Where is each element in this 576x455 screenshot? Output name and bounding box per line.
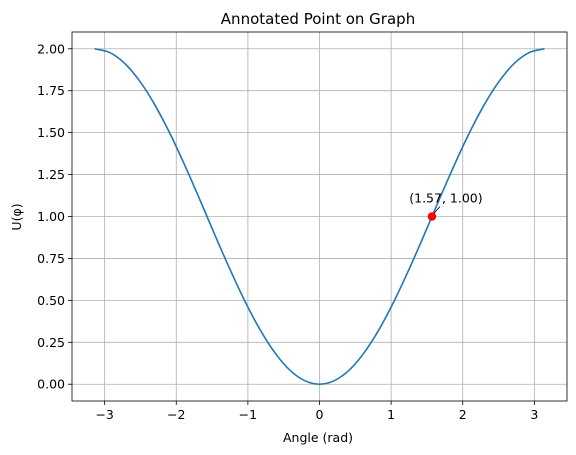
x-tick-label: −2 [167,407,185,422]
highlighted-point [427,212,437,221]
annotation-arrow [433,206,441,214]
y-tick-label: 0.25 [37,335,65,350]
y-tick-label: 1.50 [37,125,65,140]
x-tick-label: 3 [530,407,538,422]
grid-layer [72,32,567,401]
x-axis-label: Angle (rad) [283,430,353,445]
y-tick-label: 1.25 [37,167,65,182]
series-layer [94,47,545,386]
y-axis-label: U(φ) [9,203,24,230]
annotation-layer: (1.57, 1.00) [409,191,483,221]
x-tick-label: 1 [387,407,395,422]
chart-title: Annotated Point on Graph [221,10,415,28]
y-tick-label: 1.75 [37,83,65,98]
y-tick-label: 0.75 [37,251,65,266]
tick-layer: −3 −2 −1 0 1 2 3 0.00 0.25 0.50 0.75 1.00 1.25 1.50 1.… [37,41,538,422]
y-tick-label: 1.00 [37,209,65,224]
y-tick-label: 0.00 [37,377,65,392]
y-tick-label: 2.00 [37,41,65,56]
x-tick-label: −3 [95,407,113,422]
annotation-label: (1.57, 1.00) [409,191,482,206]
x-tick-label: −1 [239,407,257,422]
series-line [94,47,545,386]
y-tick-label: 0.50 [37,293,65,308]
x-tick-label: 2 [459,407,467,422]
x-tick-label: 0 [316,407,324,422]
